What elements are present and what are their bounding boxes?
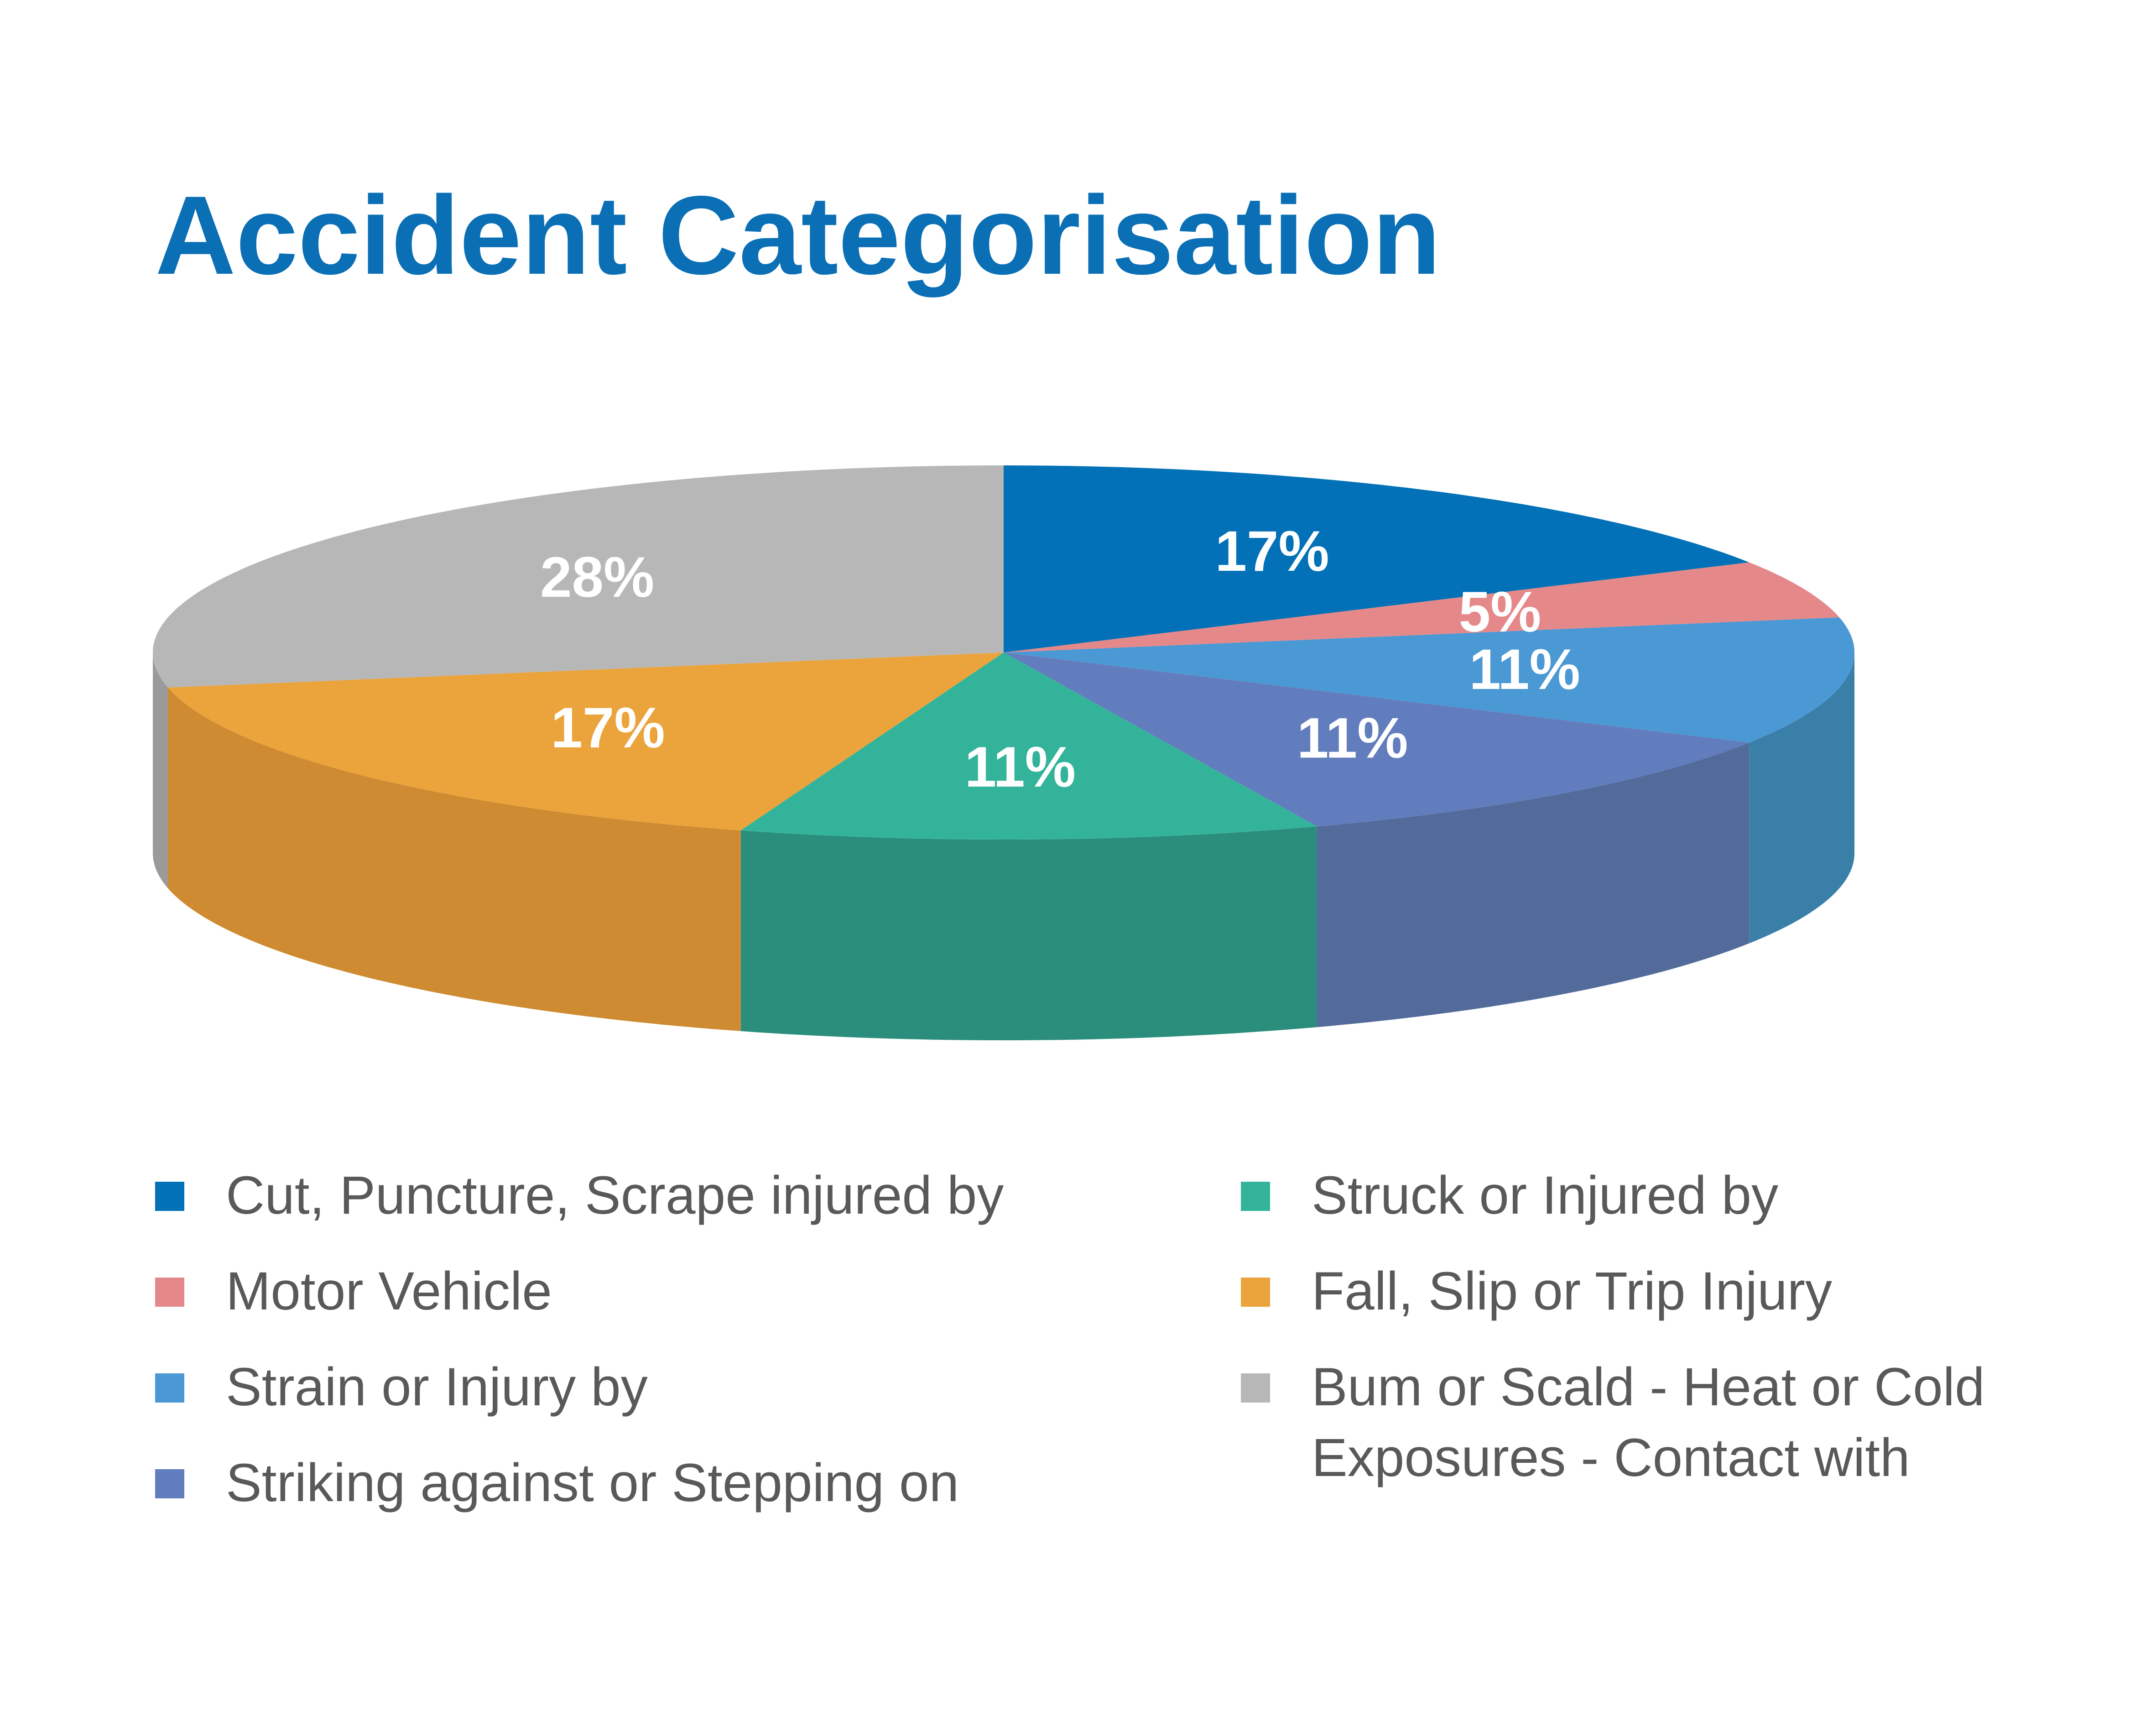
legend-swatch [155,1182,184,1211]
chart-title: Accident Categorisation [155,172,1441,297]
legend-label: Motor Vehicle [226,1261,552,1321]
legend-label: Struck or Injured by [1312,1165,1778,1226]
slice-value-label: 28% [540,546,654,609]
legend-item: Striking against or Stepping on [155,1453,959,1513]
slice-labels: 17%5%11%11%11%17%28% [540,520,1580,799]
legend-item: Struck or Injured by [1241,1165,1778,1226]
slice-side-2 [1749,652,1854,944]
pie-slices [153,465,1854,840]
slice-6 [153,465,1004,688]
slice-side-3 [1317,742,1750,1028]
legend-swatch [155,1278,184,1307]
pie-sides [153,652,1854,1040]
legend-item: Fall, Slip or Trip Injury [1241,1261,1832,1321]
slice-value-label: 11% [1297,707,1408,770]
legend-label: Bum or Scald - Heat or Cold [1312,1357,1985,1417]
legend-item: Strain or Injury by [155,1357,648,1417]
slice-1 [1004,562,1839,652]
legend-label: Striking against or Stepping on [226,1453,959,1513]
legend-swatch [1241,1278,1270,1307]
legend-swatch [155,1469,184,1498]
legend-label: Fall, Slip or Trip Injury [1312,1261,1832,1321]
slice-0 [1004,465,1750,652]
slice-side-5 [168,687,741,1031]
legend-label: Strain or Injury by [226,1357,648,1417]
slice-4 [740,652,1317,840]
legend-label: Exposures - Contact with [1312,1428,1910,1488]
legend-item: Cut, Puncture, Scrape injured by [155,1165,1004,1226]
legend-swatch [1241,1182,1270,1211]
legend-item: Bum or Scald - Heat or Cold Exposures - C… [1241,1357,1985,1488]
legend-label: Cut, Puncture, Scrape injured by [226,1165,1004,1226]
slice-side-6 [153,652,168,888]
legend-swatch [155,1373,184,1403]
slice-3 [1004,652,1750,827]
legend-item: Motor Vehicle [155,1261,552,1321]
slice-value-label: 11% [965,736,1076,799]
slice-2 [1004,617,1854,743]
legend: Cut, Puncture, Scrape injured by Motor Ve… [155,1165,1985,1513]
slice-value-label: 17% [551,696,665,760]
slice-value-label: 11% [1469,638,1580,701]
slice-side-4 [740,826,1317,1040]
slice-value-label: 17% [1215,520,1329,583]
slice-5 [168,652,1004,830]
slice-value-label: 5% [1459,580,1541,644]
legend-swatch [1241,1373,1270,1403]
